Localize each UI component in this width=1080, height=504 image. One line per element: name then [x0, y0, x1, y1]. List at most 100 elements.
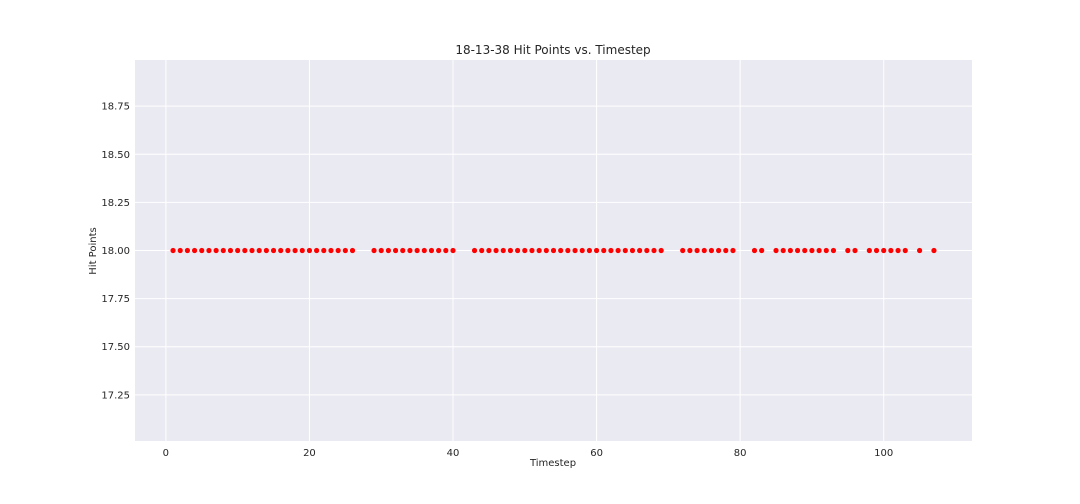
data-point: [931, 247, 937, 254]
data-point: [730, 247, 736, 254]
data-point: [716, 247, 722, 254]
data-point: [830, 247, 837, 254]
y-tick-label: 17.25: [101, 390, 130, 401]
data-point: [536, 247, 542, 254]
data-point: [450, 247, 456, 254]
data-point: [378, 247, 384, 254]
data-point: [916, 247, 923, 254]
data-point: [644, 247, 650, 254]
data-point: [723, 247, 729, 254]
data-point: [306, 247, 313, 254]
data-point: [895, 247, 901, 254]
x-tick-label: 20: [303, 448, 316, 459]
data-points: [170, 247, 937, 254]
data-point: [191, 247, 198, 254]
data-point: [385, 247, 391, 254]
data-point: [543, 247, 549, 254]
data-point: [816, 247, 822, 254]
y-tick-label: 18.50: [101, 150, 130, 161]
data-point: [213, 247, 219, 254]
data-point: [680, 247, 686, 254]
data-point: [335, 247, 341, 254]
data-point: [902, 247, 908, 254]
x-tick-labels: 0 20 40 60 80 100: [163, 448, 894, 459]
x-tick-label: 100: [874, 448, 893, 459]
data-point: [701, 247, 707, 254]
data-point: [507, 247, 514, 254]
data-point: [278, 247, 284, 254]
data-point: [622, 247, 628, 254]
data-point: [823, 247, 829, 254]
data-point: [572, 247, 578, 254]
data-point: [637, 247, 643, 254]
y-tick-labels: 17.25 17.50 17.75 18.00 18.25 18.50 18.75: [101, 102, 130, 402]
data-point: [392, 247, 399, 254]
x-axis-label: Timestep: [529, 458, 576, 469]
data-point: [615, 247, 621, 254]
data-point: [220, 247, 226, 254]
data-point: [493, 247, 499, 254]
data-point: [500, 247, 506, 254]
data-point: [421, 247, 427, 254]
data-point: [787, 247, 793, 254]
data-point: [694, 247, 700, 254]
x-tick-label: 40: [447, 448, 460, 459]
x-tick-label: 0: [163, 448, 169, 459]
data-point: [436, 247, 442, 254]
y-axis-label: Hit Points: [88, 227, 99, 274]
data-point: [400, 247, 406, 254]
data-point: [206, 247, 212, 254]
data-point: [579, 247, 585, 254]
data-point: [249, 247, 255, 254]
data-point: [270, 247, 277, 254]
data-point: [292, 247, 298, 254]
data-point: [235, 247, 241, 254]
x-tick-label: 80: [734, 448, 747, 459]
data-point: [515, 247, 521, 254]
data-point: [529, 247, 535, 254]
data-point: [601, 247, 607, 254]
data-point: [342, 247, 348, 254]
data-point: [873, 247, 880, 254]
data-point: [407, 247, 413, 254]
data-point: [608, 247, 614, 254]
data-point: [285, 247, 291, 254]
data-point: [263, 247, 269, 254]
data-point: [170, 247, 176, 254]
data-point: [299, 247, 305, 254]
data-point: [443, 247, 449, 254]
data-point: [414, 247, 420, 254]
y-tick-label: 17.50: [101, 342, 130, 353]
y-tick-label: 18.75: [101, 102, 130, 113]
data-point: [227, 247, 234, 254]
data-point: [658, 247, 664, 254]
data-point: [852, 247, 858, 254]
data-point: [479, 247, 485, 254]
data-point: [371, 247, 377, 254]
data-point: [773, 247, 779, 254]
data-point: [629, 247, 636, 254]
data-point: [586, 247, 592, 254]
data-point: [687, 247, 693, 254]
y-tick-label: 18.00: [101, 246, 130, 257]
data-point: [256, 247, 262, 254]
data-point: [471, 247, 478, 254]
data-point: [802, 247, 808, 254]
data-point: [486, 247, 492, 254]
data-point: [866, 247, 872, 254]
data-point: [550, 247, 557, 254]
data-point: [321, 247, 327, 254]
data-point: [314, 247, 320, 254]
data-point: [242, 247, 248, 254]
data-point: [759, 247, 765, 254]
data-point: [328, 247, 334, 254]
data-point: [888, 247, 894, 254]
y-tick-label: 18.25: [101, 198, 130, 209]
data-point: [558, 247, 564, 254]
data-point: [177, 247, 183, 254]
data-point: [199, 247, 205, 254]
data-point: [845, 247, 851, 254]
data-point: [708, 247, 715, 254]
data-point: [809, 247, 815, 254]
